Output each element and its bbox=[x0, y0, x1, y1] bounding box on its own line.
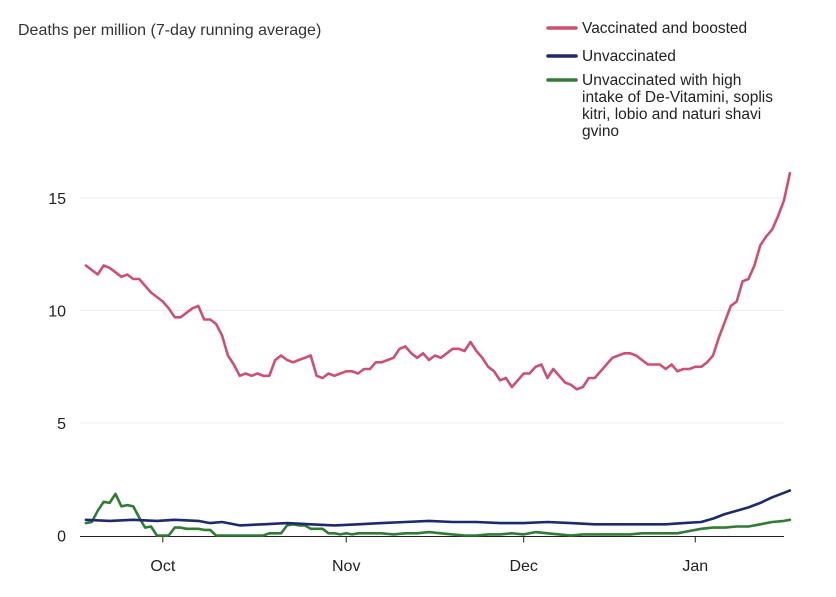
series-lines bbox=[84, 171, 792, 537]
x-tick-label: Nov bbox=[332, 558, 360, 575]
series-line-unvaccinated-high-intake bbox=[84, 492, 792, 537]
series-line-unvaccinated bbox=[84, 489, 792, 527]
x-tick-label: Dec bbox=[509, 558, 537, 575]
y-tick-label: 10 bbox=[48, 304, 66, 321]
x-tick-labels: Oct Nov Dec Jan bbox=[150, 536, 708, 575]
x-tick-label: Jan bbox=[682, 558, 708, 575]
legend-label: Unvaccinated bbox=[582, 48, 676, 65]
y-tick-label: 0 bbox=[57, 529, 66, 546]
series-line-vaccinated-boosted bbox=[84, 171, 792, 391]
y-tick-label: 15 bbox=[48, 191, 66, 208]
chart-title: Deaths per million (7-day running averag… bbox=[18, 22, 321, 39]
y-tick-labels: 0 5 10 15 bbox=[48, 191, 66, 546]
x-tick-label: Oct bbox=[150, 558, 175, 575]
legend-label: Unvaccinated with high intake of De-Vitam… bbox=[582, 72, 773, 140]
grid-lines bbox=[80, 197, 784, 537]
legend: Vaccinated and boosted Unvaccinated Unvacc… bbox=[546, 20, 773, 140]
legend-label: Vaccinated and boosted bbox=[582, 20, 747, 37]
y-tick-label: 5 bbox=[57, 416, 66, 433]
